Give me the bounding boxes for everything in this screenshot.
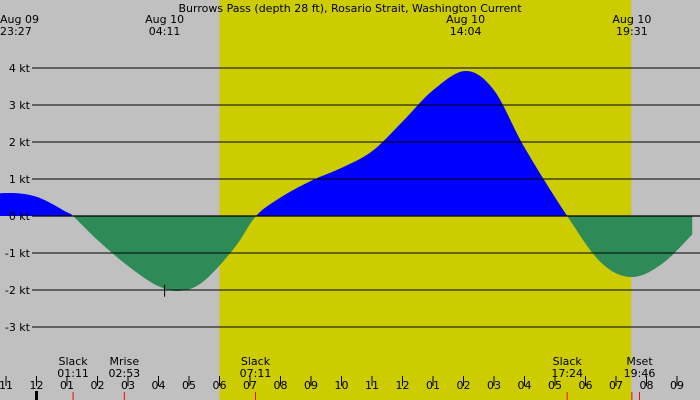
top-time-label: 14:04 — [450, 25, 482, 38]
x-tick-label: 08 — [640, 379, 654, 392]
y-tick-label: 3 kt — [9, 99, 31, 112]
x-axis-ticks: 11 12 01 02 03 04 05 06 07 08 09 10 11 12 01 02 03 04 05 06… — [0, 376, 684, 400]
chart-title: Burrows Pass (depth 28 ft), Rosario Stra… — [178, 2, 522, 15]
event-time-label: 02:53 — [108, 367, 140, 380]
x-tick-label: 06 — [213, 379, 227, 392]
now-marker — [35, 391, 38, 400]
x-tick-label: 10 — [335, 379, 349, 392]
x-tick-label: 11 — [365, 379, 379, 392]
x-tick-label: 02 — [91, 379, 105, 392]
ebb-area — [0, 216, 693, 292]
x-tick-label: 12 — [30, 379, 44, 392]
x-tick-label: 05 — [548, 379, 562, 392]
x-tick-label: 05 — [182, 379, 196, 392]
top-time-label: 19:31 — [616, 25, 648, 38]
event-name-label: Slack — [241, 355, 271, 368]
y-axis-labels: 4 kt 3 kt 2 kt 1 kt 0 kt -1 kt -2 kt -3 kt — [5, 62, 31, 334]
top-date-label: Aug 10 — [612, 13, 651, 26]
x-tick-label: 01 — [60, 379, 74, 392]
top-time-label: 04:11 — [149, 25, 181, 38]
x-tick-label: 12 — [396, 379, 410, 392]
y-tick-label: 0 kt — [9, 210, 31, 223]
x-tick-label: 03 — [121, 379, 135, 392]
y-tick-label: -1 kt — [5, 247, 31, 260]
x-tick-label: 11 — [0, 379, 13, 392]
event-time-label: 01:11 — [57, 367, 89, 380]
current-area-group — [0, 70, 693, 292]
top-date-label: Aug 10 — [446, 13, 485, 26]
x-tick-label: 01 — [426, 379, 440, 392]
flood-area — [0, 70, 693, 216]
x-tick-label: 08 — [274, 379, 288, 392]
x-tick-label: 07 — [609, 379, 623, 392]
event-time-label: 17:24 — [551, 367, 583, 380]
event-name-label: Mrise — [110, 355, 140, 368]
x-tick-label: 02 — [457, 379, 471, 392]
y-tick-label: 1 kt — [9, 173, 31, 186]
y-tick-label: 4 kt — [9, 62, 31, 75]
x-tick-label: 06 — [579, 379, 593, 392]
y-tick-label: -2 kt — [5, 284, 31, 297]
x-tick-label: 03 — [487, 379, 501, 392]
top-date-label: Aug 10 — [145, 13, 184, 26]
top-time-label: 23:27 — [0, 25, 32, 38]
top-date-label: Aug 09 — [0, 13, 39, 26]
y-tick-label: -3 kt — [5, 321, 31, 334]
y-tick-label: 2 kt — [9, 136, 31, 149]
bottom-event-labels: Slack01:11Mrise02:53Slack07:11Slack17:24… — [57, 355, 655, 380]
x-tick-label: 04 — [152, 379, 166, 392]
gridlines — [32, 67, 700, 328]
event-name-label: Mset — [626, 355, 653, 368]
event-name-label: Slack — [553, 355, 583, 368]
x-tick-label: 09 — [670, 379, 684, 392]
event-time-label: 19:46 — [624, 367, 656, 380]
x-tick-label: 07 — [243, 379, 257, 392]
event-time-label: 07:11 — [240, 367, 272, 380]
x-tick-label: 04 — [518, 379, 532, 392]
x-tick-label: 09 — [304, 379, 318, 392]
event-name-label: Slack — [58, 355, 88, 368]
